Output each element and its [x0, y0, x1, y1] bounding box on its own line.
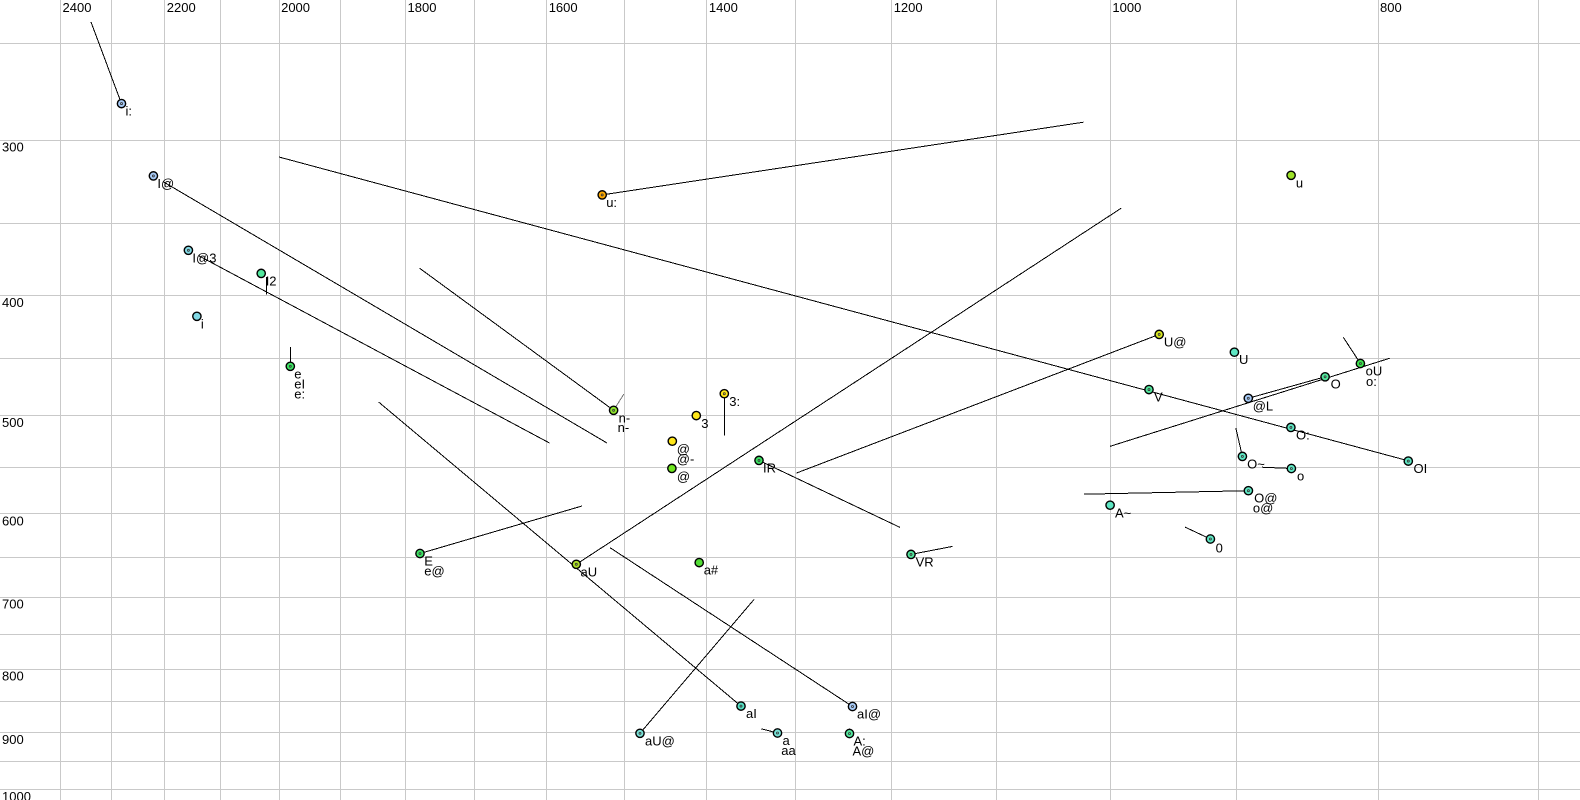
svg-text:3: 3 — [701, 416, 708, 431]
svg-text:@: @ — [677, 469, 690, 484]
svg-text:aa: aa — [781, 743, 796, 758]
svg-text:900: 900 — [2, 732, 24, 747]
svg-text:1400: 1400 — [709, 0, 738, 15]
svg-text:400: 400 — [2, 295, 24, 310]
svg-text:@L: @L — [1253, 398, 1273, 413]
svg-text:o: o — [1297, 469, 1304, 484]
svg-text:O: O — [1331, 377, 1341, 392]
svg-text:V: V — [1154, 390, 1163, 405]
svg-text:A@: A@ — [853, 744, 875, 759]
svg-text:2200: 2200 — [167, 0, 196, 15]
svg-text:e: e — [294, 366, 301, 381]
svg-text:n-: n- — [619, 411, 631, 426]
svg-text:o:: o: — [1366, 374, 1377, 389]
svg-text:OI: OI — [1414, 461, 1428, 476]
svg-text:1200: 1200 — [894, 0, 923, 15]
svg-text:O~: O~ — [1247, 456, 1265, 471]
svg-text:600: 600 — [2, 513, 24, 528]
svg-text:1600: 1600 — [549, 0, 578, 15]
svg-text:I@: I@ — [157, 176, 174, 191]
svg-text:O@: O@ — [1254, 491, 1277, 506]
svg-text:2000: 2000 — [281, 0, 310, 15]
svg-text:a: a — [783, 733, 791, 748]
svg-text:1000: 1000 — [2, 789, 31, 800]
svg-text:O:: O: — [1296, 427, 1310, 442]
svg-text:U@: U@ — [1164, 334, 1187, 349]
svg-text:VR: VR — [916, 555, 934, 570]
svg-text:aI: aI — [746, 706, 757, 721]
svg-text:I2: I2 — [266, 273, 277, 288]
svg-text:700: 700 — [2, 597, 24, 612]
svg-text:@: @ — [677, 442, 690, 457]
svg-text:U: U — [1239, 352, 1248, 367]
svg-text:800: 800 — [1380, 0, 1402, 15]
svg-text:I@3: I@3 — [192, 250, 216, 265]
svg-text:aU: aU — [581, 564, 598, 579]
svg-text:E: E — [424, 554, 433, 569]
svg-text:aU@: aU@ — [645, 734, 675, 749]
svg-text:0: 0 — [1216, 540, 1223, 555]
svg-text:800: 800 — [2, 669, 24, 684]
svg-text:IR: IR — [763, 460, 776, 475]
svg-text:@-: @- — [677, 452, 695, 467]
svg-text:o@: o@ — [1253, 501, 1273, 516]
svg-text:i: i — [201, 316, 204, 331]
svg-text:a#: a# — [704, 563, 719, 578]
svg-text:3:: 3: — [729, 394, 740, 409]
svg-text:300: 300 — [2, 140, 24, 155]
svg-text:e:: e: — [294, 386, 305, 401]
svg-text:A:: A: — [854, 734, 866, 749]
svg-text:A~: A~ — [1115, 505, 1132, 520]
svg-text:aI@: aI@ — [857, 707, 881, 722]
svg-text:i:: i: — [126, 104, 133, 119]
svg-text:u:: u: — [606, 195, 617, 210]
svg-text:oU: oU — [1366, 364, 1383, 379]
svg-text:eI: eI — [294, 376, 305, 391]
svg-text:e@: e@ — [424, 564, 444, 579]
svg-text:1000: 1000 — [1112, 0, 1141, 15]
svg-text:n-: n- — [618, 420, 630, 435]
svg-text:500: 500 — [2, 415, 24, 430]
svg-text:1800: 1800 — [408, 0, 437, 15]
svg-text:u: u — [1296, 175, 1303, 190]
svg-text:2400: 2400 — [63, 0, 92, 15]
